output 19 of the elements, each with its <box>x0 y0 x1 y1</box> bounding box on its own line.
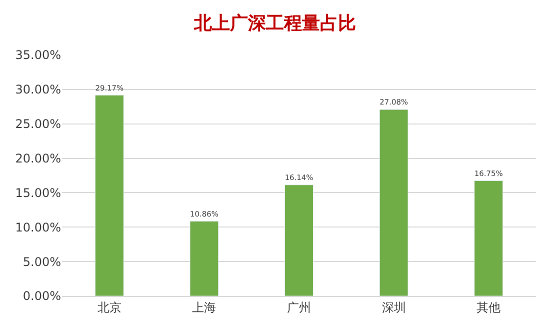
chart-title: 北上广深工程量占比 <box>193 13 356 34</box>
x-tick-label: 其他 <box>476 300 501 314</box>
y-tick-label: 5.00% <box>22 254 61 269</box>
y-tick-label: 35.00% <box>15 48 61 62</box>
bar <box>474 180 504 296</box>
x-tick-label: 北京 <box>97 300 122 314</box>
x-tick-label: 广州 <box>287 300 311 314</box>
y-tick-label: 30.00% <box>15 82 61 97</box>
y-tick-label: 10.00% <box>15 220 61 234</box>
bar <box>379 109 408 296</box>
y-tick-label: 15.00% <box>15 186 61 200</box>
x-tick-label: 深圳 <box>382 300 406 314</box>
y-tick-label: 20.00% <box>15 151 61 166</box>
bar <box>190 220 219 296</box>
x-tick-label: 上海 <box>192 300 216 314</box>
y-tick-label: 0.00% <box>22 289 61 304</box>
bar <box>94 94 124 296</box>
bar <box>284 184 314 296</box>
y-tick-label: 25.00% <box>15 117 61 132</box>
